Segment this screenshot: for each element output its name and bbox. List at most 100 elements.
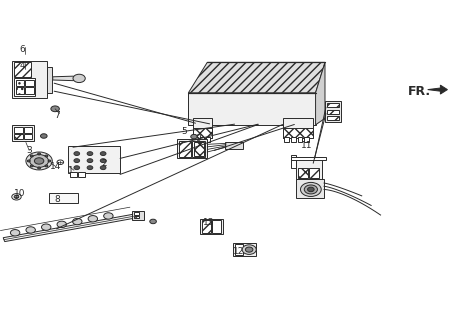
Circle shape [51, 106, 59, 112]
Bar [24, 134, 32, 139]
Bar [177, 139, 207, 158]
Circle shape [14, 195, 19, 198]
Bar [188, 93, 316, 125]
Circle shape [10, 229, 20, 236]
Bar [49, 193, 78, 203]
Text: 6: 6 [20, 45, 25, 54]
Circle shape [87, 159, 93, 163]
Text: FR.: FR. [407, 85, 430, 98]
Bar [24, 127, 32, 133]
Circle shape [191, 134, 197, 139]
Bar [206, 137, 210, 142]
Circle shape [308, 187, 314, 192]
Text: 12: 12 [233, 247, 244, 256]
Bar [14, 62, 31, 77]
Text: 11: 11 [301, 141, 313, 150]
Circle shape [87, 166, 93, 170]
Bar [298, 137, 302, 142]
Bar [283, 128, 313, 138]
Bar [193, 118, 212, 138]
Circle shape [242, 245, 256, 254]
Circle shape [100, 152, 106, 156]
Polygon shape [53, 76, 76, 81]
Polygon shape [188, 62, 325, 93]
Circle shape [74, 159, 80, 163]
Circle shape [30, 155, 49, 167]
Bar [14, 127, 23, 133]
Bar [291, 155, 296, 168]
Bar [291, 157, 326, 160]
Circle shape [27, 160, 30, 162]
Bar [296, 157, 322, 179]
Text: 3: 3 [26, 146, 32, 155]
Circle shape [41, 224, 51, 230]
Circle shape [300, 182, 321, 196]
Bar [25, 87, 34, 94]
Circle shape [34, 158, 44, 164]
Text: 14: 14 [49, 162, 61, 171]
Circle shape [57, 221, 66, 228]
Circle shape [100, 159, 106, 163]
Bar [225, 142, 243, 149]
Circle shape [150, 219, 156, 224]
Bar [283, 118, 313, 138]
Bar [192, 141, 205, 157]
Bar [193, 128, 212, 138]
Bar [179, 141, 191, 157]
Bar [16, 80, 24, 86]
Bar [12, 61, 47, 98]
Bar [309, 168, 319, 178]
Bar [70, 172, 77, 177]
Circle shape [26, 152, 52, 170]
Bar [327, 116, 339, 120]
Text: 5: 5 [181, 127, 187, 136]
Bar [200, 219, 223, 234]
Circle shape [104, 213, 113, 219]
Bar [78, 172, 85, 177]
Bar [235, 244, 243, 255]
Bar [291, 137, 296, 142]
Circle shape [73, 218, 82, 225]
Text: 2: 2 [101, 159, 107, 168]
Circle shape [45, 155, 48, 157]
Circle shape [30, 165, 33, 167]
Bar [298, 168, 308, 178]
Text: 7: 7 [54, 111, 60, 120]
Circle shape [57, 160, 64, 164]
Bar [284, 137, 289, 142]
Text: 10: 10 [14, 189, 25, 198]
Circle shape [45, 165, 48, 167]
Circle shape [26, 227, 35, 233]
Circle shape [30, 155, 33, 157]
Polygon shape [428, 85, 447, 94]
Bar [325, 101, 341, 122]
Bar [296, 179, 324, 198]
Circle shape [74, 166, 80, 170]
Bar [327, 110, 339, 114]
Polygon shape [316, 62, 325, 125]
Bar [16, 87, 24, 94]
Bar [200, 137, 204, 142]
Text: 13: 13 [203, 218, 214, 227]
Circle shape [48, 160, 51, 162]
Circle shape [38, 153, 41, 155]
Bar [195, 137, 198, 142]
Circle shape [12, 194, 21, 200]
Bar [47, 67, 52, 93]
Bar [194, 142, 204, 156]
Bar [304, 137, 309, 142]
Bar [14, 134, 23, 139]
Circle shape [304, 185, 317, 194]
Bar [134, 212, 139, 215]
Text: 9: 9 [195, 134, 201, 143]
Circle shape [87, 152, 93, 156]
Circle shape [74, 152, 80, 156]
Text: 1: 1 [68, 166, 74, 175]
Bar [202, 220, 211, 233]
Bar [68, 146, 120, 173]
Circle shape [38, 167, 41, 169]
Bar [25, 80, 34, 86]
Circle shape [41, 134, 47, 138]
Text: 8: 8 [54, 195, 60, 204]
Bar [212, 220, 221, 233]
